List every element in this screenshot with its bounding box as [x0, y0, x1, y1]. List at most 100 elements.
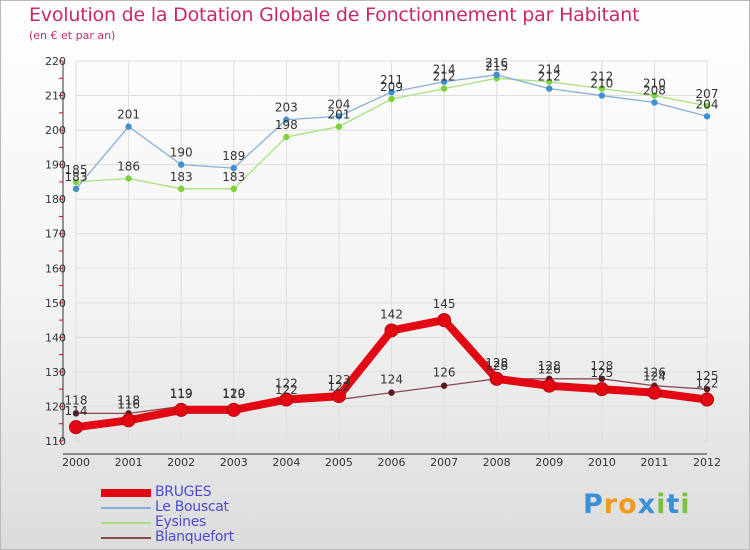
- data-label: 119: [222, 387, 245, 401]
- data-label: 201: [117, 108, 140, 122]
- data-label: 142: [380, 307, 403, 321]
- series-layer: [69, 71, 714, 435]
- data-label: 214: [538, 63, 561, 77]
- data-label: 119: [170, 387, 193, 401]
- data-label: 186: [117, 159, 140, 173]
- data-point: [388, 95, 395, 103]
- legend-label: Le Bouscat: [155, 499, 229, 515]
- legend-item: Eysines: [101, 515, 361, 530]
- x-tick-label: 2002: [167, 456, 195, 469]
- data-label: 203: [275, 101, 298, 115]
- y-tick-label: 140: [45, 331, 66, 344]
- data-label: 185: [65, 163, 88, 177]
- data-label: 128: [485, 359, 508, 373]
- data-label: 201: [327, 108, 350, 122]
- x-tick-label: 2005: [325, 456, 353, 469]
- data-label: 204: [327, 97, 350, 111]
- legend-label: BRUGES: [155, 484, 212, 500]
- data-point: [174, 402, 189, 417]
- x-tick-label: 2006: [378, 456, 406, 469]
- data-point: [279, 392, 294, 407]
- data-label: 119: [170, 386, 193, 400]
- data-point: [437, 313, 452, 328]
- legend-item: Le Bouscat: [101, 500, 361, 515]
- axes-layer: 110 120 130 140 150 160 170 180 190 200 210 220 2000…: [45, 55, 721, 469]
- data-label: 214: [433, 63, 456, 77]
- chart-title: Evolution de la Dotation Globale de Fonc…: [29, 4, 640, 26]
- data-label: 128: [590, 359, 613, 373]
- logo-letter: i: [680, 489, 691, 520]
- data-label: 124: [380, 373, 403, 387]
- data-label: 118: [65, 393, 88, 407]
- logo-letter: r: [603, 489, 619, 520]
- data-label: 212: [590, 70, 613, 84]
- legend-swatch: [101, 537, 151, 539]
- data-label: 208: [643, 83, 666, 97]
- data-point: [703, 385, 711, 393]
- grid-layer: [75, 60, 708, 442]
- legend-label: Blanquefort: [155, 529, 234, 545]
- y-tick-label: 190: [45, 159, 66, 172]
- data-point: [388, 88, 395, 96]
- x-tick-label: 2004: [272, 456, 300, 469]
- data-label: 211: [380, 73, 403, 87]
- data-label: 212: [538, 70, 561, 84]
- data-point: [331, 389, 346, 404]
- data-label: 126: [643, 366, 666, 380]
- data-label: 116: [117, 397, 140, 411]
- data-point: [647, 385, 662, 400]
- data-label: 124: [643, 370, 666, 384]
- legend: BRUGES Le Bouscat Eysines Blanquefort: [101, 485, 361, 545]
- data-label: 210: [590, 77, 613, 91]
- data-label: 122: [327, 380, 350, 394]
- x-tick-label: 2007: [430, 456, 458, 469]
- data-point: [177, 185, 185, 193]
- data-label: 118: [117, 393, 140, 407]
- data-point: [440, 382, 448, 389]
- x-tick-label: 2003: [220, 456, 248, 469]
- data-point: [335, 123, 343, 130]
- data-point: [440, 78, 448, 85]
- data-point: [546, 85, 553, 92]
- logo-letter: x: [637, 489, 657, 520]
- data-label: 126: [433, 366, 456, 380]
- data-point: [384, 323, 399, 338]
- data-point: [283, 116, 290, 123]
- data-label: 207: [696, 87, 719, 101]
- data-point: [440, 85, 448, 92]
- data-label: 122: [696, 377, 719, 391]
- data-point: [335, 113, 343, 120]
- data-label: 183: [222, 170, 245, 184]
- legend-item: BRUGES: [101, 485, 361, 500]
- data-point: [493, 71, 500, 79]
- legend-label: Eysines: [155, 514, 206, 530]
- data-label: 183: [65, 170, 88, 184]
- data-point: [703, 102, 711, 110]
- y-tick-label: 150: [45, 297, 66, 310]
- data-label: 122: [275, 383, 298, 397]
- logo-letter: P: [583, 489, 604, 520]
- x-tick-label: 2011: [640, 456, 668, 469]
- data-point: [283, 133, 290, 141]
- data-point: [594, 382, 609, 397]
- x-tick-label: 2009: [535, 456, 563, 469]
- data-label: 204: [696, 97, 719, 111]
- data-point: [72, 410, 80, 417]
- data-point: [700, 392, 714, 407]
- data-label: 122: [275, 377, 298, 391]
- data-point: [69, 420, 83, 435]
- chart-subtitle: (en € et par an): [29, 29, 116, 42]
- legend-item: Blanquefort: [101, 530, 361, 545]
- x-tick-label: 2010: [588, 456, 616, 469]
- legend-swatch: [101, 522, 151, 524]
- data-point: [226, 402, 241, 417]
- data-label: 125: [590, 366, 613, 380]
- data-point: [121, 413, 136, 428]
- data-label: 183: [170, 170, 193, 184]
- y-tick-label: 180: [45, 193, 66, 206]
- x-tick-label: 2012: [693, 456, 721, 469]
- data-point: [542, 378, 557, 393]
- x-tick-label: 2008: [483, 456, 511, 469]
